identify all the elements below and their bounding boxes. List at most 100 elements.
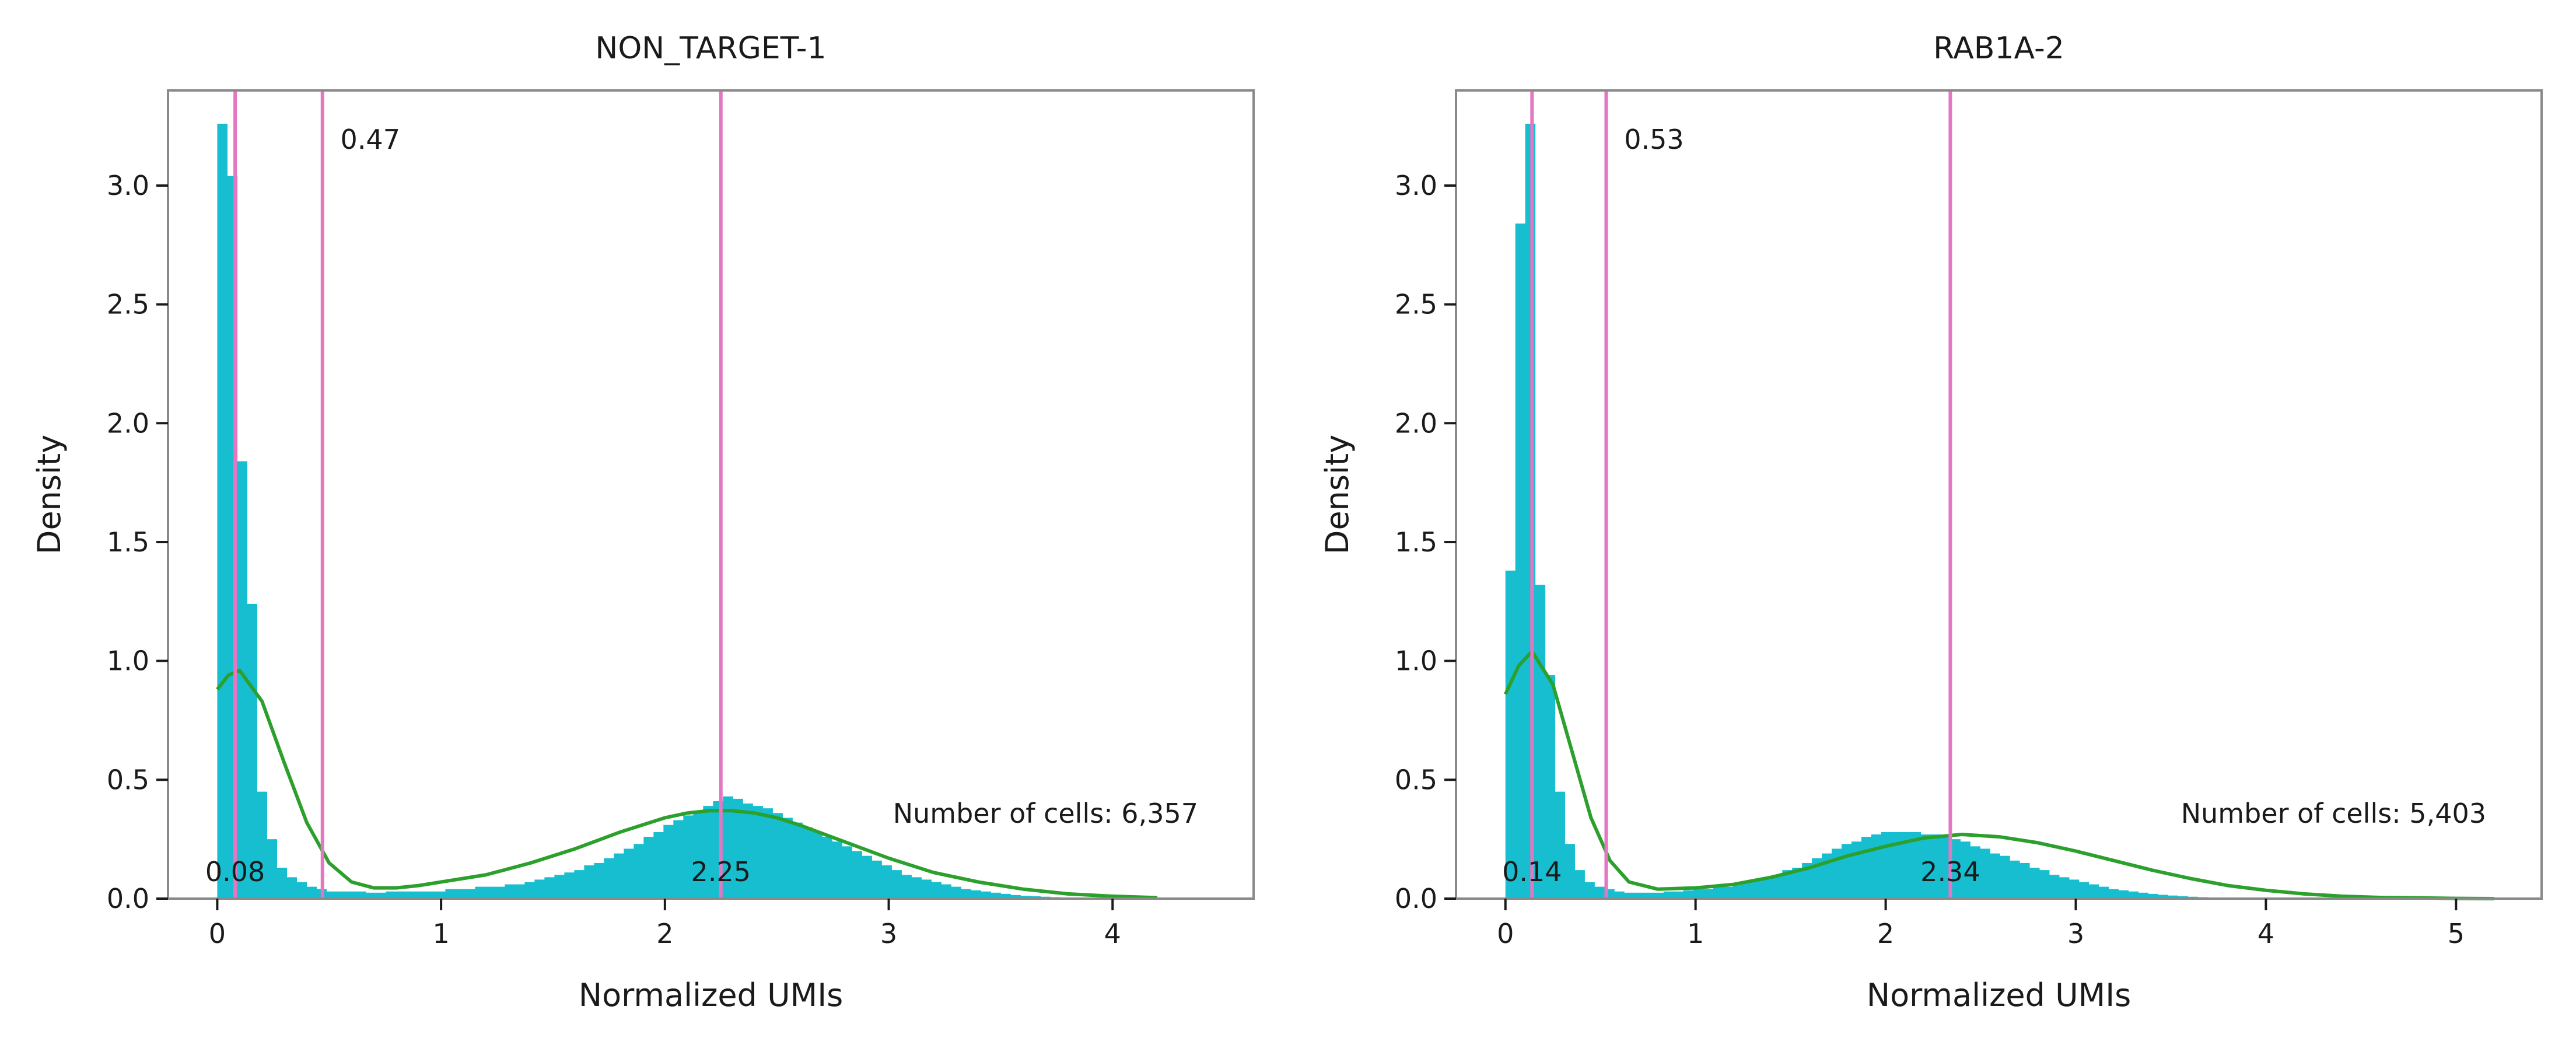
histogram-bar: [485, 886, 495, 899]
histogram-bar: [1910, 832, 1922, 899]
y-tick-label: 2.5: [107, 289, 149, 320]
histogram-bar: [643, 837, 654, 899]
vline-label: 0.53: [1624, 124, 1684, 155]
histogram-bar: [435, 891, 446, 899]
histogram-bar: [1030, 896, 1041, 899]
vline-label: 0.47: [341, 124, 400, 155]
histogram-bar: [326, 891, 337, 899]
y-tick-label: 2.0: [107, 407, 149, 439]
histogram-bar: [1970, 846, 1980, 899]
histogram-bar: [356, 891, 366, 899]
histogram-bar: [1505, 570, 1516, 899]
histogram-bar: [1950, 839, 1961, 899]
histogram-bar: [396, 891, 406, 899]
histogram-bar: [1683, 890, 1694, 899]
vline-label: 0.08: [205, 856, 265, 888]
histogram-bar: [1663, 891, 1674, 899]
histogram-bar: [931, 882, 942, 899]
histogram-bar: [2020, 862, 2030, 899]
histogram-bar: [495, 886, 505, 899]
histogram-bar: [792, 822, 803, 899]
histogram-bar: [1901, 832, 1912, 899]
histogram-bar: [286, 877, 298, 899]
histogram-bar: [524, 882, 535, 899]
histogram-bar: [673, 820, 684, 899]
histogram-bar: [1851, 841, 1862, 899]
histogram-bar: [991, 892, 1001, 899]
histogram-bar: [217, 124, 228, 899]
histogram-bar: [1881, 832, 1892, 899]
x-tick-label: 1: [1687, 918, 1704, 949]
histogram-bar: [346, 891, 356, 899]
histogram-bar: [921, 879, 932, 899]
histogram-bar: [822, 837, 832, 899]
histogram-bar: [2128, 891, 2138, 899]
histogram-bar: [306, 886, 317, 899]
histogram-bar: [842, 846, 852, 899]
histogram-bar: [802, 827, 813, 899]
histogram-bar: [514, 884, 525, 899]
histogram-bar: [752, 806, 763, 899]
chart-panel-1: 0.08 0.47 2.25 0 1 2 3 4 0.0 0.5 1.0 1.5 2.0 2.5 3.0 NO…: [31, 31, 1255, 1014]
histogram-bar: [981, 891, 991, 899]
histogram-bar: [445, 889, 456, 899]
histogram-bar: [2168, 895, 2178, 899]
histogram-bar: [852, 851, 862, 899]
axes-frame: [167, 89, 1255, 900]
histogram-bar: [505, 884, 515, 899]
y-axis-label: Density: [31, 435, 68, 554]
histogram-bar: [1673, 891, 1684, 899]
histogram-bar: [2049, 875, 2060, 899]
histogram-bar: [2118, 890, 2129, 899]
histogram-bar: [1535, 585, 1546, 899]
histogram-bar: [832, 841, 842, 899]
histogram-bar: [1832, 848, 1842, 899]
y-tick-label: 2.5: [1395, 289, 1437, 320]
histogram-bar: [604, 858, 614, 899]
histogram-bar: [2098, 886, 2109, 899]
x-axis-label: Normalized UMIs: [579, 977, 844, 1014]
histogram-bar: [614, 853, 624, 899]
histogram-bar: [366, 892, 376, 899]
histogram-bar: [2078, 882, 2090, 899]
histogram-bar: [1000, 893, 1011, 899]
histogram-bar: [911, 877, 922, 899]
histogram-bar: [653, 832, 664, 899]
x-tick-label: 5: [2448, 918, 2465, 949]
y-tick-label: 0.0: [107, 883, 149, 914]
histogram-bar: [2068, 879, 2080, 899]
histogram-bar: [1545, 675, 1556, 899]
x-axis-label: Normalized UMIs: [1867, 977, 2132, 1014]
histogram-bar: [584, 865, 594, 899]
histogram-bar: [2178, 896, 2188, 899]
histogram-bar: [1792, 868, 1803, 899]
histogram-bar: [594, 862, 604, 899]
histogram-bar: [455, 889, 466, 899]
histogram-bar: [1624, 892, 1634, 899]
x-tick-label: 0: [1497, 918, 1514, 949]
histogram-bar: [1990, 853, 2000, 899]
x-tick-label: 1: [432, 918, 449, 949]
histogram-bar: [1634, 892, 1644, 899]
histogram-bar: [1891, 832, 1902, 899]
histogram-bar: [267, 839, 278, 899]
x-tick-label: 4: [1104, 918, 1121, 949]
histogram-bar: [1614, 891, 1625, 899]
histogram-bar: [2138, 892, 2148, 899]
y-tick-label: 2.0: [1395, 407, 1437, 439]
histogram-bar: [2010, 860, 2020, 899]
kde-line: [216, 668, 1158, 900]
histogram-bar: [1574, 870, 1585, 899]
x-tick-label: 2: [656, 918, 673, 949]
histogram-bar: [386, 891, 396, 899]
histogram-bar: [2088, 884, 2099, 899]
plot-area: [1456, 90, 2542, 899]
histogram-bar: [693, 811, 704, 899]
y-axis-label: Density: [1319, 435, 1356, 554]
histogram-bar: [624, 848, 634, 899]
y-tick-label: 1.5: [107, 526, 149, 558]
histogram-bar: [812, 832, 822, 899]
histogram-bar: [634, 844, 644, 899]
histogram-bar: [1713, 886, 1724, 899]
